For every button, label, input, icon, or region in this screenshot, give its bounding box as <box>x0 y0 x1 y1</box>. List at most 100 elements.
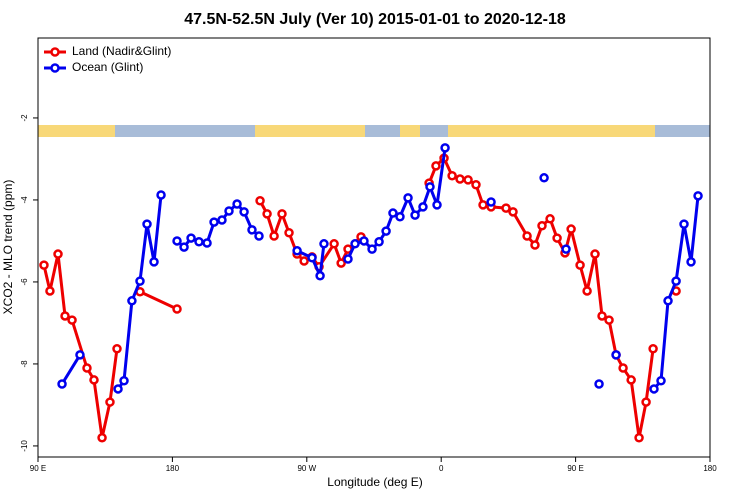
data-point <box>239 207 249 217</box>
data-point <box>486 197 496 207</box>
data-point <box>539 173 549 183</box>
data-point <box>277 209 287 219</box>
data-point <box>656 375 666 386</box>
data-point <box>217 215 227 225</box>
plot-frame <box>37 37 711 458</box>
data-point <box>471 180 481 190</box>
chart-title: 47.5N-52.5N July (Ver 10) 2015-01-01 to … <box>184 11 566 28</box>
data-point <box>75 350 85 360</box>
data-point <box>202 238 212 248</box>
data-point <box>431 161 441 171</box>
data-point <box>156 190 166 200</box>
data-point <box>209 217 219 227</box>
data-point <box>611 350 621 360</box>
data-point <box>388 208 398 218</box>
land-ocean-strip <box>38 125 710 137</box>
data-point <box>194 237 204 247</box>
data-point <box>105 397 115 407</box>
data-point <box>381 226 391 236</box>
data-point <box>395 212 405 222</box>
data-point <box>45 286 55 296</box>
data-point <box>186 233 196 243</box>
data-point <box>172 304 182 314</box>
data-point <box>626 375 636 385</box>
data-point <box>89 375 99 385</box>
data-point <box>537 221 547 231</box>
legend-marker <box>50 63 60 73</box>
data-point <box>552 233 562 243</box>
data-point <box>179 242 189 252</box>
x-tick-label: 90 E <box>567 464 583 473</box>
data-point <box>224 206 234 216</box>
data-point <box>440 143 450 153</box>
data-point <box>455 174 465 184</box>
y-tick-label: -2 <box>20 114 29 122</box>
x-tick-label: 90 W <box>297 464 316 473</box>
data-point <box>432 200 442 210</box>
series-line <box>60 147 700 390</box>
x-axis-label: Longitude (deg E) <box>327 475 422 489</box>
data-point <box>663 296 673 306</box>
data-point <box>119 375 129 386</box>
data-point <box>269 231 279 241</box>
data-point <box>57 379 67 389</box>
data-point <box>582 286 592 296</box>
data-point <box>53 249 63 259</box>
data-point <box>686 257 696 267</box>
data-point <box>135 276 145 286</box>
land-band <box>400 125 420 137</box>
legend-label: Ocean (Glint) <box>72 60 143 74</box>
data-point <box>594 379 604 389</box>
data-point <box>39 260 49 270</box>
data-point <box>618 363 628 373</box>
data-point <box>671 276 681 286</box>
data-point <box>693 191 703 201</box>
data-point <box>641 397 651 407</box>
data-point <box>604 315 614 325</box>
data-point <box>374 237 384 247</box>
data-point <box>82 363 92 373</box>
land-band <box>448 125 655 137</box>
data-point <box>359 236 369 246</box>
data-point <box>232 199 242 209</box>
data-point <box>307 252 317 263</box>
y-axis-label: XCO2 - MLO trend (ppm) <box>1 180 15 315</box>
data-point <box>67 315 77 325</box>
data-point <box>149 257 159 267</box>
data-point <box>425 182 435 192</box>
y-tick-label: -4 <box>20 196 29 204</box>
data-point <box>329 239 339 249</box>
data-point <box>561 244 571 254</box>
x-tick-label: 0 <box>439 464 444 473</box>
data-point <box>679 219 689 229</box>
data-point <box>284 227 294 238</box>
data-point <box>463 175 473 185</box>
data-point <box>590 249 600 259</box>
data-point <box>142 219 152 229</box>
data-point <box>418 202 428 212</box>
data-point <box>522 231 532 241</box>
data-point <box>403 193 413 203</box>
data-point <box>410 210 420 220</box>
y-tick-label: -10 <box>20 440 29 452</box>
data-point <box>60 311 70 321</box>
data-point <box>255 196 265 206</box>
data-point <box>447 171 457 181</box>
series-line <box>44 158 676 438</box>
data-point <box>649 384 659 394</box>
data-point <box>343 254 353 264</box>
data-point <box>566 224 576 234</box>
data-point <box>350 239 360 249</box>
data-point <box>315 271 325 281</box>
data-point <box>247 225 257 235</box>
data-point <box>634 432 644 443</box>
data-point <box>254 231 264 241</box>
data-point <box>530 240 540 250</box>
x-tick-label: 180 <box>703 464 717 473</box>
data-point <box>292 246 302 256</box>
x-tick-label: 90 E <box>30 464 46 473</box>
y-tick-label: -8 <box>20 360 29 368</box>
data-point <box>508 207 518 217</box>
data-point <box>319 239 329 249</box>
